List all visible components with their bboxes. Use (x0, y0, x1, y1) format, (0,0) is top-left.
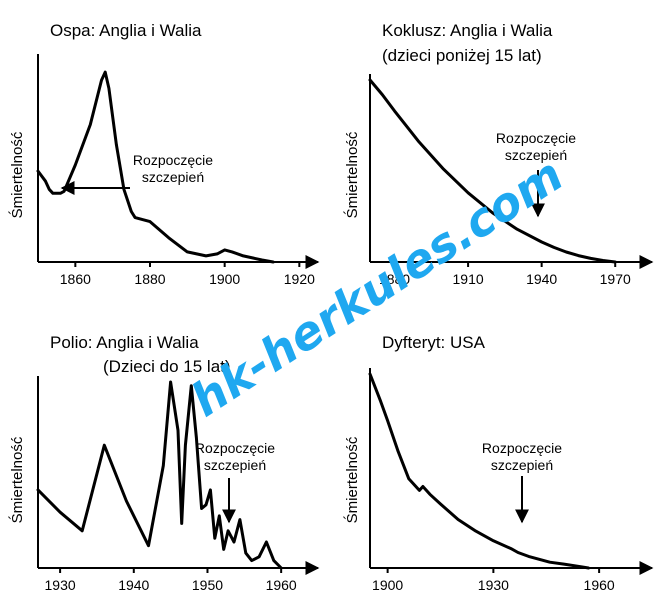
chart-title-line: Koklusz: Anglia i Walia (382, 21, 553, 40)
y-axis-label: Śmiertelność (343, 436, 361, 523)
chart-panel-1: Ospa: Anglia i Walia Śmiertelność 1860 1880… (8, 21, 320, 287)
annotation-label: Rozpoczęcie (133, 152, 213, 168)
x-tick-label: 1950 (192, 577, 223, 593)
chart-panel-3: Polio: Anglia i Walia (Dzieci do 15 lat) Ś… (8, 333, 320, 593)
x-tick-label: 1900 (209, 271, 240, 287)
x-tick-label: 1860 (60, 271, 91, 287)
x-tick-label: 1920 (284, 271, 315, 287)
annotation-label: szczepień (142, 169, 204, 185)
x-tick-label: 1930 (45, 577, 76, 593)
annotation-label: Rozpoczęcie (195, 440, 275, 456)
watermark: hk-herkules.com (182, 147, 573, 427)
mortality-series-line (36, 70, 275, 264)
x-tick-label: 1930 (478, 577, 509, 593)
mortality-series-line (36, 380, 283, 570)
x-tick-label: 1970 (600, 271, 631, 287)
chart-title-line: (Dzieci do 15 lat) (103, 357, 231, 376)
annotation-label: szczepień (204, 457, 266, 473)
mortality-series-line (368, 372, 590, 570)
chart-title-line: Polio: Anglia i Walia (50, 333, 199, 352)
annotation-label: szczepień (505, 147, 567, 163)
x-tick-label: 1960 (584, 577, 615, 593)
x-tick-label: 1880 (134, 271, 165, 287)
x-tick-label: 1960 (266, 577, 297, 593)
y-axis-label: Śmiertelność (343, 131, 361, 218)
annotation-label: Rozpoczęcie (482, 440, 562, 456)
annotation-label: szczepień (491, 457, 553, 473)
chart-title-line: Ospa: Anglia i Walia (50, 21, 202, 40)
x-tick-label: 1910 (453, 271, 484, 287)
x-tick-label: 1940 (526, 271, 557, 287)
chart-panel-2: Koklusz: Anglia i Walia (dzieci poniżej 1… (343, 21, 654, 287)
x-tick-label: 1940 (118, 577, 149, 593)
chart-title-line: (dzieci poniżej 15 lat) (382, 46, 542, 65)
chart-panel-4: Dyfteryt: USA Śmiertelność 1900 1930 1960 Roz… (343, 333, 654, 593)
y-axis-label: Śmiertelność (8, 436, 26, 523)
mortality-series-line (368, 78, 617, 264)
x-tick-label: 1900 (372, 577, 403, 593)
y-axis-label: Śmiertelność (8, 131, 26, 218)
x-tick-label: 1880 (379, 271, 410, 287)
chart-title-line: Dyfteryt: USA (382, 333, 486, 352)
annotation-label: Rozpoczęcie (496, 130, 576, 146)
